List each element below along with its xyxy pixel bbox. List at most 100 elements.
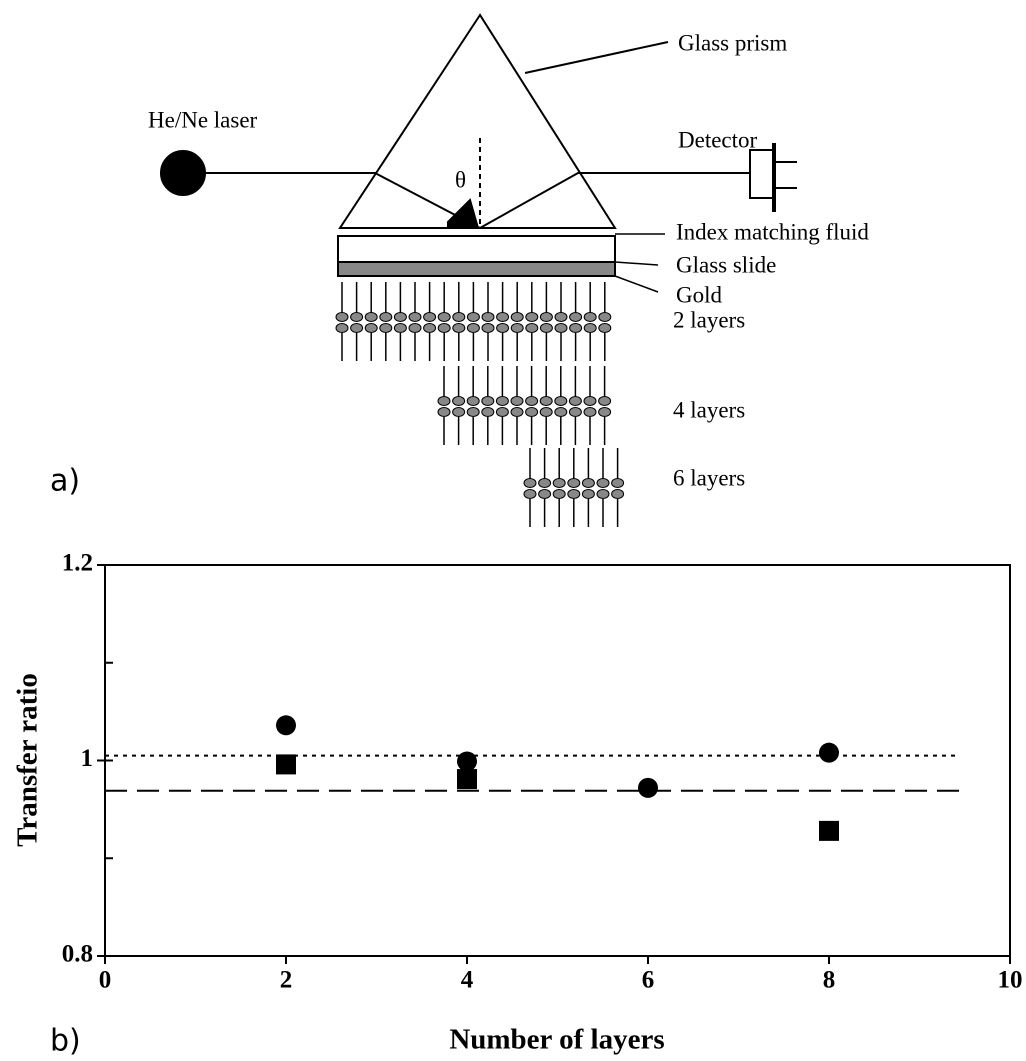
lipid-head	[466, 396, 480, 406]
point	[819, 820, 839, 841]
lipid-head	[481, 312, 495, 322]
label: Glass slide	[676, 252, 776, 277]
y-tick-label: 0.8	[62, 941, 93, 968]
lipid-head	[379, 323, 393, 333]
lipid-head	[552, 478, 566, 488]
lipid-head	[598, 396, 612, 406]
y-tick-label: 1	[81, 745, 94, 772]
lipid-head	[525, 396, 539, 406]
lipid-head	[583, 407, 597, 417]
diagram	[160, 13, 797, 293]
point	[457, 769, 477, 790]
lipid-head	[598, 323, 612, 333]
lipid-head	[452, 396, 466, 406]
label: 2 layers	[673, 307, 745, 332]
lipid-head	[583, 323, 597, 333]
lipid-head	[510, 396, 524, 406]
lipid-head	[437, 396, 451, 406]
lipid-head	[423, 312, 437, 322]
lipid-head	[423, 323, 437, 333]
lipid-head	[569, 323, 583, 333]
lipid-head	[452, 407, 466, 417]
lipid-head	[598, 312, 612, 322]
lipid-head	[525, 407, 539, 417]
x-tick-label: 4	[461, 967, 474, 994]
label: 4 layers	[673, 397, 745, 422]
lipid-head	[523, 489, 537, 499]
lipid-head	[596, 478, 610, 488]
lipid-head	[335, 312, 349, 322]
lipid-head	[393, 323, 407, 333]
lipid-head	[364, 312, 378, 322]
lipid-head	[552, 489, 566, 499]
lipid-head	[481, 407, 495, 417]
plot-frame	[104, 564, 1011, 957]
lipid-head	[554, 396, 568, 406]
detector	[749, 149, 774, 199]
beam	[205, 172, 750, 230]
lipid-head	[539, 407, 553, 417]
lipid-head	[437, 312, 451, 322]
lipid-head	[408, 323, 422, 333]
x-tick-label: 2	[280, 967, 293, 994]
lipid-head	[554, 312, 568, 322]
laser	[160, 150, 206, 196]
point	[819, 742, 839, 763]
lipid-head	[581, 478, 595, 488]
angle-marker	[447, 198, 480, 229]
lipid-head	[496, 323, 510, 333]
panel-label: a)	[50, 464, 80, 499]
lipid-head	[598, 407, 612, 417]
lipid-head	[495, 396, 509, 406]
point	[276, 754, 296, 775]
lipid-head	[466, 312, 480, 322]
lipid-head	[583, 312, 597, 322]
lipid-head	[408, 312, 422, 322]
lipid-head	[539, 312, 553, 322]
lipid-head	[364, 323, 378, 333]
lipid-head	[538, 489, 552, 499]
lipid-head	[466, 407, 480, 417]
point	[457, 751, 477, 772]
lipid-head	[393, 312, 407, 322]
lipid-head	[437, 407, 451, 417]
x-tick-label: 8	[823, 967, 836, 994]
lipid-head	[581, 489, 595, 499]
lipid-head	[510, 323, 524, 333]
x-tick-label: 0	[99, 967, 112, 994]
lipid-head	[466, 323, 480, 333]
leader	[614, 275, 659, 293]
leader	[614, 261, 659, 266]
lipid-head	[554, 323, 568, 333]
lipid-head	[568, 407, 582, 417]
label: Glass prism	[678, 30, 787, 55]
lipid-head	[583, 396, 597, 406]
lipid-head	[611, 489, 625, 499]
lipid-head	[567, 478, 581, 488]
lipid-head	[481, 323, 495, 333]
label: Index matching fluid	[676, 219, 869, 244]
gold	[337, 261, 616, 277]
lipid-head	[350, 323, 364, 333]
lipid-head	[523, 478, 537, 488]
lipid-head	[554, 407, 568, 417]
lipid-head	[596, 489, 610, 499]
point	[276, 715, 296, 736]
point	[638, 777, 658, 798]
label: He/Ne laser	[148, 107, 258, 132]
lipid-head	[538, 478, 552, 488]
panel-label: b)	[50, 1024, 81, 1059]
leader	[524, 41, 669, 74]
lipid-head	[437, 323, 451, 333]
y-tick-label: 1.2	[62, 550, 93, 577]
lipid-head	[525, 323, 539, 333]
lipid-head	[452, 323, 466, 333]
lipid-head	[568, 396, 582, 406]
label: Detector	[678, 127, 758, 152]
lipid-head	[525, 312, 539, 322]
slide	[337, 235, 616, 263]
lipid-head	[510, 407, 524, 417]
lipid-head	[539, 396, 553, 406]
x-tick-label: 6	[642, 967, 655, 994]
